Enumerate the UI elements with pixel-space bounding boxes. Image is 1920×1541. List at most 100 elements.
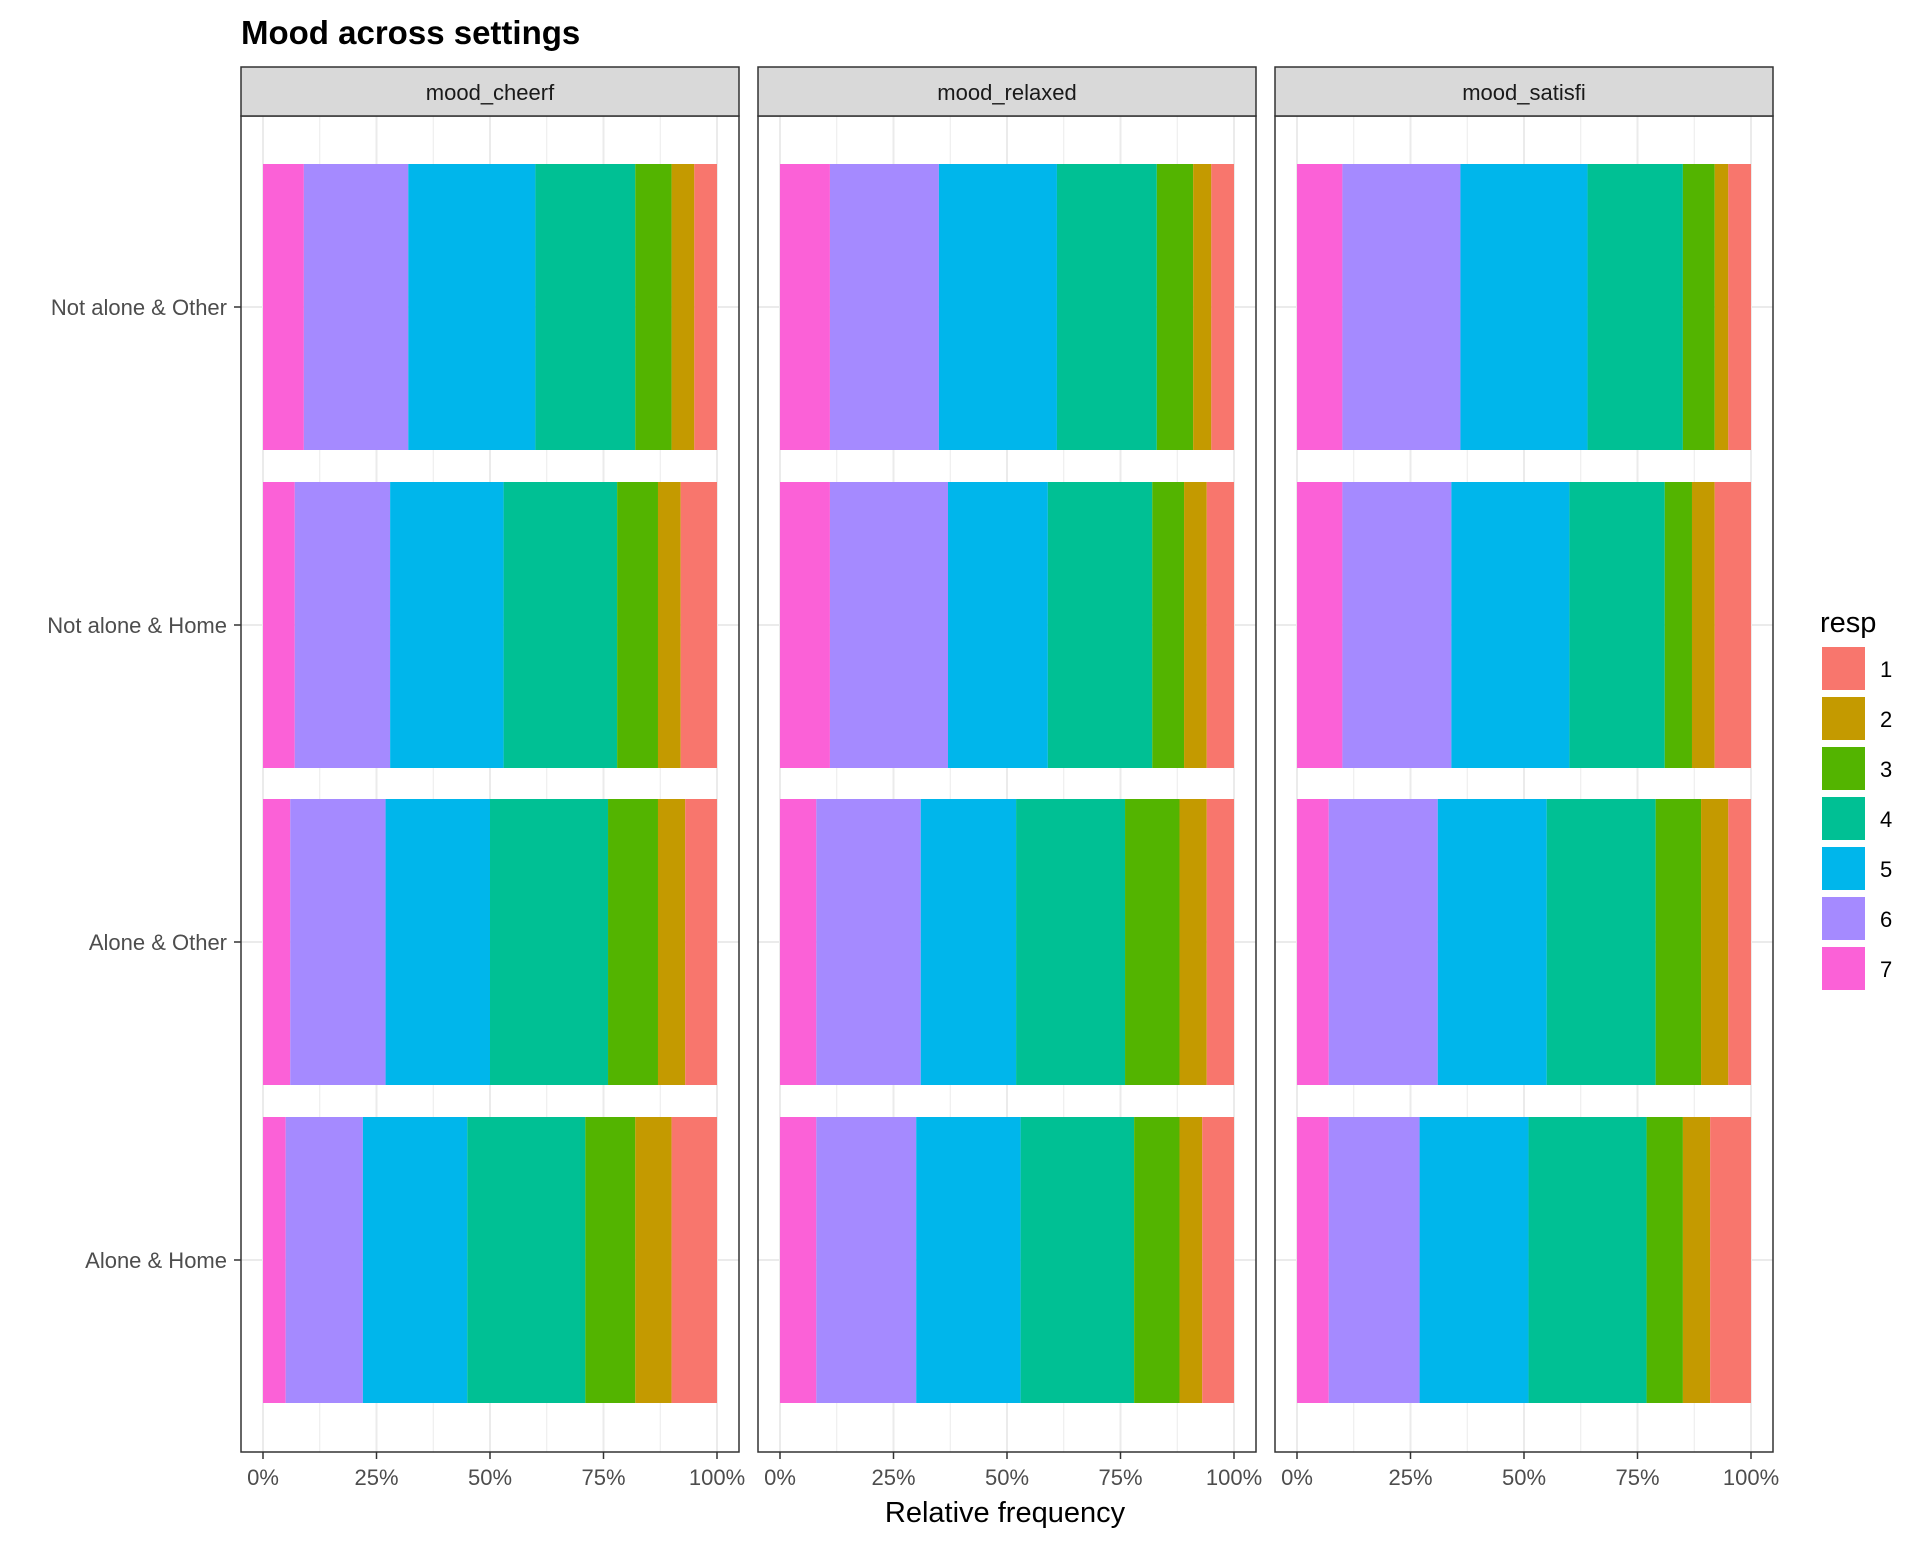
bar-segment-resp-6 [829,164,939,450]
bar-segment-resp-2 [1179,1117,1203,1403]
bar-segment-resp-7 [263,799,291,1085]
bar-segment-resp-1 [1728,164,1751,450]
x-tick-label: 75% [1615,1465,1659,1490]
legend-key [1822,697,1865,740]
bar-segment-resp-1 [1211,164,1234,450]
bar-stack-2 [780,799,1234,1085]
x-tick-label: 50% [1502,1465,1546,1490]
facet-panels: mood_cheerf 0% 25% 50% 75% 100% mood_relaxed 0%… [240,66,1779,1490]
bar-segment-resp-2 [1714,164,1729,450]
facet-panel-mood_cheerf: mood_cheerf 0% 25% 50% 75% 100% [240,66,745,1490]
bar-segment-resp-3 [1682,164,1715,450]
bar-segment-resp-7 [780,1117,817,1403]
bar-segment-resp-3 [1156,164,1194,450]
legend-key [1822,897,1865,940]
x-tick-label: 75% [581,1465,625,1490]
legend-key [1822,797,1865,840]
y-tick-label: Alone & Home [85,1248,227,1273]
legend-item-1: 1 [1822,647,1892,690]
bar-segment-resp-5 [1437,799,1547,1085]
bar-segment-resp-7 [1297,164,1343,450]
x-tick-label: 50% [468,1465,512,1490]
legend-key [1822,947,1865,990]
bar-segment-resp-2 [657,799,686,1085]
bar-segment-resp-6 [1342,482,1452,768]
bar-segment-resp-4 [1587,164,1683,450]
facet-strip [240,66,740,117]
legend-item-2: 2 [1822,697,1892,740]
chart-title: Mood across settings [241,14,580,51]
bar-segment-resp-6 [290,799,386,1085]
x-tick-label: 0% [764,1465,796,1490]
x-axis: 0% 25% 50% 75% 100% [1281,1452,1779,1490]
bar-segment-resp-1 [680,482,717,768]
bar-segment-resp-2 [671,164,695,450]
bar-stack-3 [263,1117,717,1403]
x-tick-label: 100% [1206,1465,1262,1490]
bar-segment-resp-7 [263,482,295,768]
bar-stack-3 [1297,1117,1751,1403]
bar-segment-resp-7 [263,164,304,450]
bar-segment-resp-5 [938,164,1057,450]
legend: 1 2 3 4 5 6 7 [1822,647,1892,990]
bar-segment-resp-3 [1134,1117,1180,1403]
bar-segment-resp-3 [1152,482,1185,768]
legend-label: 6 [1880,907,1892,932]
bar-segment-resp-5 [408,164,536,450]
bar-segment-resp-6 [1328,799,1438,1085]
legend-item-4: 4 [1822,797,1892,840]
y-tick-label: Not alone & Other [51,295,227,320]
bar-segment-resp-3 [1664,482,1692,768]
bar-segment-resp-1 [1202,1117,1234,1403]
bar-segment-resp-2 [1179,799,1207,1085]
bar-segment-resp-2 [1184,482,1207,768]
x-axis: 0% 25% 50% 75% 100% [247,1452,745,1490]
bar-segment-resp-5 [920,799,1017,1085]
bar-segment-resp-3 [585,1117,636,1403]
legend-item-7: 7 [1822,947,1892,990]
bar-stack-2 [263,799,717,1085]
legend-key [1822,747,1865,790]
bar-segment-resp-3 [1125,799,1180,1085]
bar-segment-resp-7 [1297,482,1343,768]
bar-segment-resp-4 [1569,482,1665,768]
x-tick-label: 100% [1723,1465,1779,1490]
bar-segment-resp-4 [1528,1117,1647,1403]
facet-strip [1274,66,1774,117]
legend-key [1822,647,1865,690]
bar-segment-resp-4 [490,799,609,1085]
facet-panel-mood_relaxed: mood_relaxed 0% 25% 50% 75% 100% [757,66,1262,1490]
bar-segment-resp-3 [1646,1117,1683,1403]
y-tick-label: Not alone & Home [47,613,227,638]
bar-segment-resp-4 [1546,799,1656,1085]
x-tick-label: 25% [871,1465,915,1490]
x-tick-label: 0% [1281,1465,1313,1490]
bar-segment-resp-1 [1710,1117,1751,1403]
facet-strip-label: mood_relaxed [937,80,1076,105]
x-tick-label: 25% [354,1465,398,1490]
bar-segment-resp-7 [1297,1117,1329,1403]
bar-stack-1 [263,482,717,768]
y-axis: Not alone & Other Not alone & Home Alone &… [47,295,241,1273]
bar-segment-resp-6 [816,1117,917,1403]
bar-segment-resp-6 [1328,1117,1420,1403]
bar-segment-resp-3 [635,164,672,450]
legend-item-5: 5 [1822,847,1892,890]
y-tick-label: Alone & Other [89,930,227,955]
bar-segment-resp-1 [1206,799,1234,1085]
x-axis: 0% 25% 50% 75% 100% [764,1452,1262,1490]
bar-stack-2 [1297,799,1751,1085]
x-tick-label: 50% [985,1465,1029,1490]
bar-segment-resp-5 [916,1117,1021,1403]
legend-label: 2 [1880,707,1892,732]
x-tick-label: 100% [689,1465,745,1490]
facet-strip-label: mood_cheerf [426,80,555,105]
bar-segment-resp-2 [657,482,681,768]
bar-segment-resp-7 [1297,799,1329,1085]
bar-stack-0 [780,164,1234,450]
bar-segment-resp-1 [694,164,717,450]
bar-segment-resp-5 [1451,482,1570,768]
bar-segment-resp-1 [671,1117,717,1403]
bar-segment-resp-4 [535,164,636,450]
